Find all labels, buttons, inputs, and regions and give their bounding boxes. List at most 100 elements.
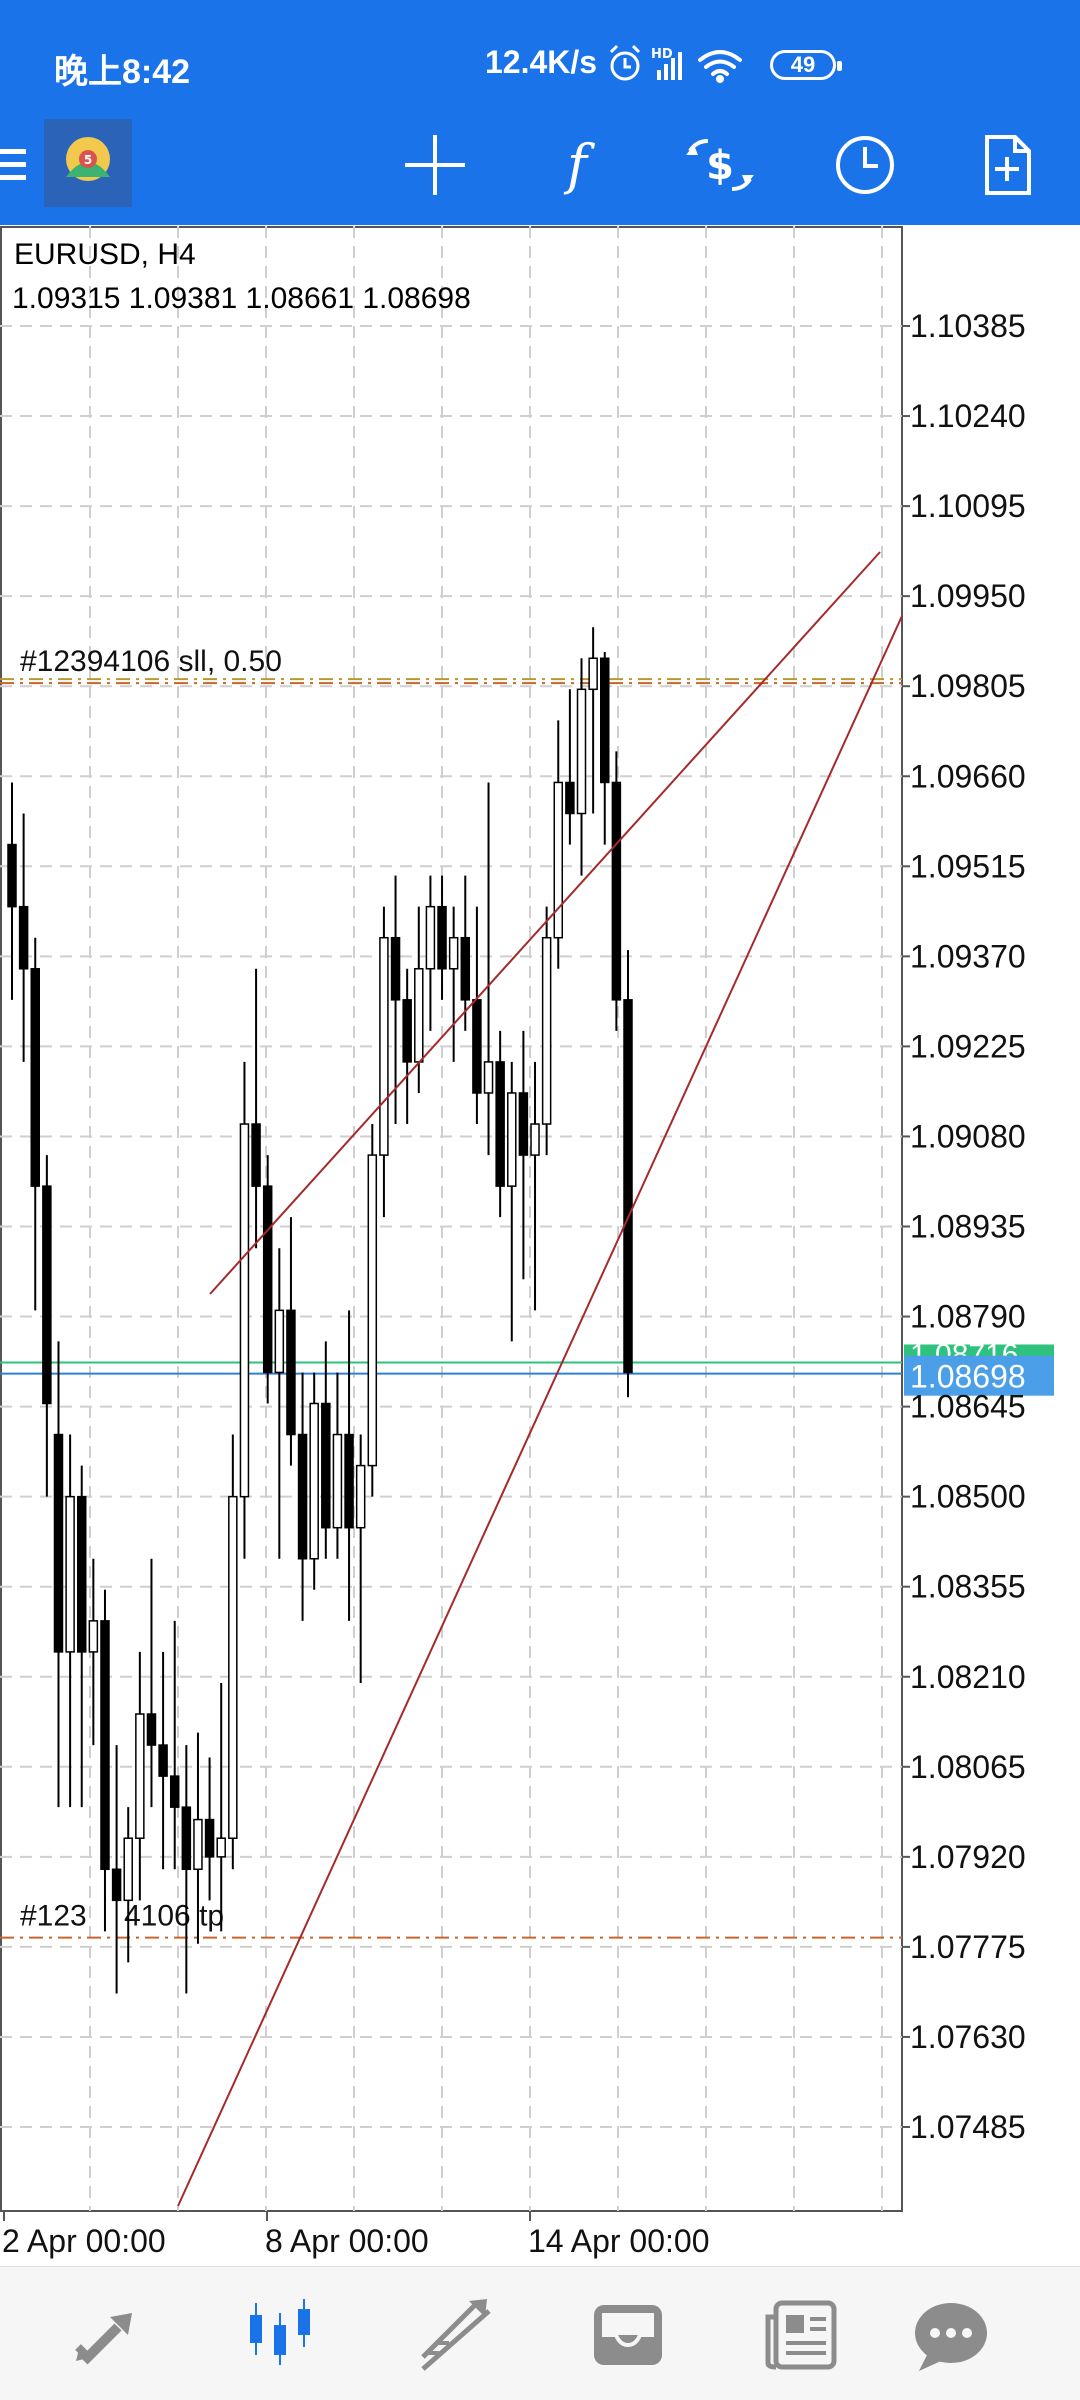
candle-body [297,1433,308,1560]
ohlc-label: 1.09315 1.09381 1.08661 1.08698 [12,282,471,315]
candle-body [286,1309,296,1436]
candle-body [460,936,471,1001]
trade-icon: $ [686,139,754,191]
candle-body [414,968,424,1063]
candle-body [402,999,412,1063]
candle-body [495,1061,505,1187]
y-tick-label: 1.08935 [910,1209,1026,1245]
alarm-icon [609,44,641,81]
app-logo[interactable]: 5 [44,119,132,207]
x-tick-label: 2 Apr 00:00 [2,2223,166,2259]
nav-chat[interactable] [900,2285,1000,2385]
metatrader-logo-icon: 5 [44,119,132,207]
candle-body [321,1402,331,1529]
y-tick-label: 1.07485 [910,2109,1026,2145]
candle-body [88,1620,99,1653]
candle-body [274,1309,285,1374]
candle-body [309,1402,319,1560]
nav-history[interactable] [578,2285,678,2385]
candle-body [42,1185,52,1405]
candle-body [239,1123,250,1498]
candle-body [262,1185,273,1374]
y-tick-label: 1.09805 [910,668,1026,704]
candle-body [204,1818,215,1858]
chart-toolbar: 5 f $ [0,115,1080,225]
trade-button[interactable]: $ [675,115,765,215]
y-tick-label: 1.08500 [910,1479,1026,1515]
candle-body [483,1061,494,1094]
network-speed: 12.4K/s [485,44,598,80]
plot-border [0,226,903,2212]
candle-body [193,1818,203,1871]
candle-body [251,1123,261,1187]
candle-body [135,1713,145,1839]
menu-icon[interactable] [0,143,28,187]
nav-quotes[interactable] [60,2285,160,2385]
svg-text:HD: HD [651,47,673,62]
nav-chart[interactable] [230,2285,330,2385]
svg-text:$: $ [706,143,734,189]
candle-body [123,1837,133,1902]
battery-level: 49 [790,52,816,77]
candle-body [367,1154,378,1467]
y-tick-label: 1.09080 [910,1118,1026,1154]
status-time: 晚上8:42 [54,53,191,91]
bid-price-tag [904,1355,1054,1396]
tp-order-label: #123 [20,1900,87,1933]
trendlines [177,551,903,2207]
y-tick-label: 1.08355 [910,1569,1026,1605]
candle-body [7,843,17,908]
candle-body [169,1775,180,1808]
nav-news[interactable] [752,2285,852,2385]
timeframe-button[interactable] [820,115,910,215]
candle-body [437,905,447,970]
candle-body [565,781,575,815]
candle-body [146,1713,157,1746]
candle-body [448,936,459,970]
price-axis: 1.10385 1.10240 1.10095 1.09950 1.09805 1.096… [902,308,1026,2145]
candle-body [576,688,587,815]
candle-body [332,1433,343,1529]
candle-body [100,1620,110,1871]
candle-body [553,781,564,939]
candle-body [76,1495,87,1653]
candle-body [518,1092,529,1156]
status-icons: HD [609,44,742,83]
candle-body [600,657,610,784]
candle-body [623,999,633,1374]
y-tick-label: 1.10095 [910,488,1026,524]
candle-body [53,1433,64,1653]
x-tick-label: 8 Apr 00:00 [265,2223,429,2259]
y-tick-label: 1.09225 [910,1028,1026,1064]
candle-body [65,1495,75,1653]
chart-icon [250,2299,310,2365]
indicators-button[interactable]: f [532,115,622,215]
y-tick-label: 1.09950 [910,578,1026,614]
lower-trendline [177,615,903,2207]
candle-body [541,936,552,1125]
chart-levels: #12394106 sll, 0.50#123 4106 tp1.087161.0… [0,645,1054,1939]
crosshair-button[interactable] [390,115,480,215]
candle-body [216,1837,226,1858]
time-axis: 2 Apr 00:00 8 Apr 00:00 14 Apr 00:00 [2,2211,709,2259]
nav-trade[interactable] [405,2285,505,2385]
candle-body [158,1744,168,1777]
candle-body [30,968,40,1187]
y-tick-label: 1.08645 [910,1389,1026,1425]
candlesticks [7,627,633,1994]
hd-signal-icon: HD [651,47,682,80]
trade-icon [421,2299,491,2371]
tp-order-label-suffix: 4106 tp [124,1900,224,1933]
svg-text:5: 5 [84,153,92,167]
y-tick-label: 1.07920 [910,1839,1026,1875]
price-chart[interactable]: #12394106 sll, 0.50#123 4106 tp1.087161.0… [0,226,1080,2262]
y-tick-label: 1.08210 [910,1659,1026,1695]
chart-area[interactable]: #12394106 sll, 0.50 #123 4106 tp 1.08716 1.0… [0,226,1080,2262]
candle-body [111,1868,122,1902]
bid-price-label: 1.08698 [910,1359,1026,1395]
news-icon [765,2300,837,2370]
candle-body [18,905,29,970]
candle-body [588,657,598,691]
y-tick-label: 1.07630 [910,2019,1026,2055]
objects-button[interactable] [962,115,1052,215]
